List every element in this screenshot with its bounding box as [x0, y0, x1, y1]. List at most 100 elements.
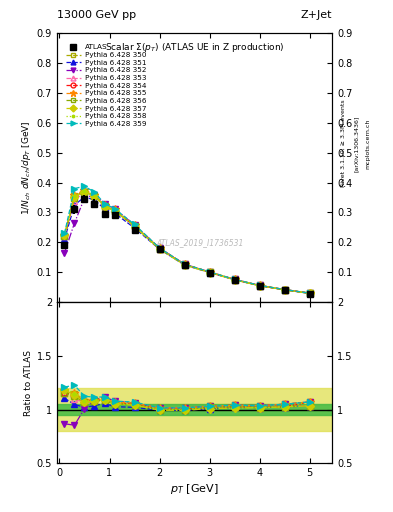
Pythia 6.428 354	[112, 207, 117, 213]
Pythia 6.428 358	[72, 193, 77, 199]
Pythia 6.428 356	[92, 193, 97, 199]
Pythia 6.428 359	[72, 185, 77, 191]
Text: 13000 GeV pp: 13000 GeV pp	[57, 10, 136, 20]
Line: Pythia 6.428 356: Pythia 6.428 356	[62, 189, 312, 296]
Line: Pythia 6.428 355: Pythia 6.428 355	[61, 186, 313, 297]
Pythia 6.428 358	[102, 203, 107, 209]
Pythia 6.428 359	[82, 183, 87, 189]
Pythia 6.428 356	[182, 262, 187, 268]
Line: Pythia 6.428 351: Pythia 6.428 351	[62, 194, 312, 296]
Pythia 6.428 359	[102, 200, 107, 206]
Pythia 6.428 355	[112, 206, 117, 212]
Pythia 6.428 358	[207, 269, 212, 275]
Pythia 6.428 352	[207, 269, 212, 275]
Pythia 6.428 356	[157, 246, 162, 252]
Pythia 6.428 355	[207, 269, 212, 275]
Pythia 6.428 357	[307, 290, 312, 296]
Pythia 6.428 355	[307, 290, 312, 296]
Pythia 6.428 356	[112, 208, 117, 214]
Text: Z+Jet: Z+Jet	[301, 10, 332, 20]
Pythia 6.428 357	[257, 283, 262, 289]
Pythia 6.428 358	[232, 276, 237, 283]
Pythia 6.428 358	[132, 223, 137, 229]
Pythia 6.428 359	[232, 276, 237, 283]
Pythia 6.428 354	[82, 187, 87, 194]
Pythia 6.428 355	[82, 187, 87, 193]
Pythia 6.428 358	[92, 192, 97, 198]
Pythia 6.428 351	[232, 276, 237, 283]
Pythia 6.428 351	[112, 210, 117, 216]
Pythia 6.428 352	[102, 200, 107, 206]
Pythia 6.428 359	[92, 189, 97, 195]
Pythia 6.428 350	[72, 193, 77, 199]
Pythia 6.428 357	[82, 188, 87, 195]
Pythia 6.428 352	[72, 220, 77, 226]
Pythia 6.428 356	[132, 223, 137, 229]
Text: ATLAS_2019_I1736531: ATLAS_2019_I1736531	[156, 239, 244, 247]
Pythia 6.428 356	[232, 276, 237, 283]
Pythia 6.428 350	[102, 203, 107, 209]
Pythia 6.428 358	[157, 246, 162, 252]
Pythia 6.428 358	[182, 262, 187, 268]
Pythia 6.428 354	[62, 233, 67, 240]
Pythia 6.428 351	[207, 269, 212, 275]
Pythia 6.428 352	[82, 195, 87, 201]
Pythia 6.428 350	[82, 188, 87, 195]
Pythia 6.428 352	[232, 276, 237, 283]
Pythia 6.428 356	[102, 203, 107, 209]
Pythia 6.428 357	[72, 194, 77, 200]
Pythia 6.428 356	[282, 287, 287, 293]
Pythia 6.428 350	[257, 282, 262, 288]
Pythia 6.428 358	[62, 231, 67, 237]
Pythia 6.428 350	[62, 233, 67, 240]
Pythia 6.428 355	[157, 245, 162, 251]
Text: Rivet 3.1.10, ≥ 3.3M events: Rivet 3.1.10, ≥ 3.3M events	[341, 99, 346, 187]
Text: [arXiv:1306.3436]: [arXiv:1306.3436]	[354, 115, 359, 172]
Pythia 6.428 359	[182, 261, 187, 267]
Pythia 6.428 353	[112, 207, 117, 213]
Pythia 6.428 355	[182, 261, 187, 267]
Pythia 6.428 354	[307, 290, 312, 296]
Pythia 6.428 357	[282, 287, 287, 293]
Y-axis label: Ratio to ATLAS: Ratio to ATLAS	[24, 350, 33, 416]
Pythia 6.428 356	[207, 269, 212, 275]
Pythia 6.428 353	[82, 189, 87, 195]
Pythia 6.428 350	[157, 246, 162, 252]
Pythia 6.428 357	[102, 203, 107, 209]
Pythia 6.428 356	[62, 233, 67, 240]
Pythia 6.428 350	[182, 261, 187, 267]
Pythia 6.428 351	[62, 237, 67, 243]
Pythia 6.428 359	[132, 221, 137, 227]
Pythia 6.428 358	[282, 287, 287, 293]
Pythia 6.428 352	[182, 261, 187, 267]
Pythia 6.428 351	[282, 287, 287, 293]
Pythia 6.428 350	[132, 223, 137, 229]
Pythia 6.428 353	[102, 203, 107, 209]
Pythia 6.428 354	[72, 194, 77, 200]
Pythia 6.428 358	[257, 283, 262, 289]
Pythia 6.428 357	[207, 269, 212, 275]
Pythia 6.428 355	[102, 202, 107, 208]
Pythia 6.428 352	[282, 286, 287, 292]
Pythia 6.428 359	[157, 245, 162, 251]
Pythia 6.428 354	[257, 283, 262, 289]
Pythia 6.428 351	[182, 262, 187, 268]
Pythia 6.428 355	[257, 282, 262, 288]
Pythia 6.428 354	[157, 246, 162, 252]
Legend: ATLAS, Pythia 6.428 350, Pythia 6.428 351, Pythia 6.428 352, Pythia 6.428 353, P: ATLAS, Pythia 6.428 350, Pythia 6.428 35…	[63, 42, 149, 129]
Pythia 6.428 353	[182, 261, 187, 267]
Pythia 6.428 358	[307, 290, 312, 296]
Pythia 6.428 357	[62, 232, 67, 238]
Pythia 6.428 351	[102, 206, 107, 212]
Pythia 6.428 354	[132, 223, 137, 229]
Line: Pythia 6.428 359: Pythia 6.428 359	[62, 183, 312, 296]
Pythia 6.428 353	[207, 269, 212, 275]
Pythia 6.428 356	[82, 189, 87, 195]
Pythia 6.428 355	[282, 286, 287, 292]
Pythia 6.428 353	[92, 192, 97, 198]
Pythia 6.428 353	[257, 283, 262, 289]
Pythia 6.428 354	[282, 287, 287, 293]
Pythia 6.428 359	[62, 230, 67, 237]
Pythia 6.428 352	[62, 250, 67, 256]
Pythia 6.428 353	[282, 287, 287, 293]
